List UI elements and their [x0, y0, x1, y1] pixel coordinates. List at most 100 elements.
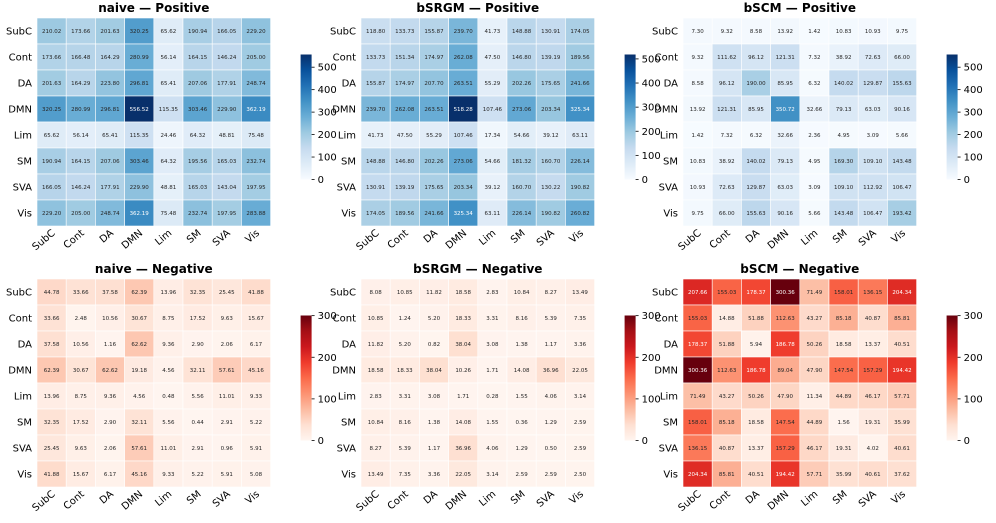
- cell-value-label: 107.46: [483, 107, 503, 113]
- heatmap-cell: [770, 330, 801, 358]
- heatmap-cell: [477, 382, 508, 410]
- cell-value-label: 0.36: [515, 420, 528, 426]
- x-tick-label: DA: [422, 228, 440, 246]
- cell-value-label: 4.56: [162, 368, 175, 374]
- cell-value-label: 41.73: [368, 133, 384, 139]
- cell-value-label: 40.87: [719, 446, 735, 452]
- y-tick-label: Lim: [660, 392, 678, 403]
- cell-value-label: 7.30: [691, 29, 704, 35]
- heatmap-cell: [241, 460, 271, 488]
- panel-6-heatmap: bSCM — Negative 207.66 155.03 178.37 300.36 7…: [652, 262, 983, 514]
- heatmap-cell: [360, 17, 391, 45]
- cell-value-label: 140.02: [834, 81, 853, 87]
- heatmap-cell: [389, 43, 420, 71]
- heatmap-cell: [477, 330, 508, 358]
- y-tick-label: DA: [342, 79, 357, 90]
- cell-value-label: 39.12: [543, 133, 559, 139]
- cell-value-label: 14.08: [514, 368, 530, 374]
- cell-value-label: 229.20: [246, 29, 266, 35]
- cell-value-label: 55.29: [485, 81, 501, 87]
- cell-value-label: 72.63: [719, 185, 735, 191]
- y-tick-label: Vis: [341, 470, 356, 481]
- colorbar-tick-label: 100: [964, 394, 983, 405]
- panel-4-title: naive — Negative: [95, 262, 213, 276]
- cell-value-label: 33.66: [44, 316, 60, 322]
- heatmap-cell: [153, 173, 184, 201]
- x-tick-label: SVA: [211, 489, 233, 510]
- cell-value-label: 30.67: [73, 368, 89, 374]
- heatmap-cell: [182, 460, 213, 488]
- y-tick-label: Lim: [338, 392, 356, 403]
- cell-value-label: 166.05: [217, 29, 237, 35]
- heatmap-cell: [124, 408, 155, 436]
- heatmap-cell: [211, 408, 242, 436]
- cell-value-label: 143.04: [217, 185, 237, 191]
- cell-value-label: 205.00: [246, 55, 266, 61]
- cell-value-label: 47.50: [397, 133, 413, 139]
- cell-value-label: 37.58: [44, 342, 60, 348]
- heatmap-cell: [857, 199, 888, 227]
- heatmap-cell: [95, 356, 125, 384]
- heatmap-cell: [828, 43, 859, 71]
- cell-value-label: 5.66: [896, 133, 909, 139]
- heatmap-cell: [448, 17, 479, 45]
- heatmap-cell: [182, 147, 213, 175]
- cell-value-label: 229.20: [42, 211, 62, 217]
- colorbar-tick-label: 100: [642, 394, 661, 405]
- cell-value-label: 7.35: [574, 316, 587, 322]
- cell-value-label: 66.00: [719, 211, 735, 217]
- heatmap-cell: [153, 69, 184, 97]
- cell-value-label: 6.32: [808, 81, 820, 87]
- cell-value-label: 72.63: [865, 55, 881, 61]
- heatmap-cell: [360, 121, 391, 149]
- heatmap-cell: [770, 69, 801, 97]
- heatmap-cell: [741, 69, 771, 97]
- y-tick-label: Lim: [14, 131, 32, 142]
- heatmap-cell: [741, 121, 771, 149]
- cell-value-label: 155.03: [717, 290, 737, 296]
- cell-value-label: 195.56: [188, 159, 208, 165]
- cell-value-label: 11.34: [807, 394, 823, 400]
- cell-value-label: 1.17: [545, 342, 558, 348]
- heatmap-cell: [799, 278, 830, 306]
- cell-value-label: 6.32: [750, 133, 762, 139]
- cell-value-label: 18.58: [836, 342, 852, 348]
- y-tick-label: DMN: [8, 105, 32, 116]
- cell-value-label: 175.65: [541, 81, 561, 87]
- heatmap-cell: [535, 382, 566, 410]
- heatmap-cell: [211, 304, 242, 332]
- heatmap-cell: [65, 460, 96, 488]
- cell-value-label: 158.01: [688, 420, 707, 426]
- cell-value-label: 115.35: [159, 107, 179, 113]
- cell-value-label: 6.17: [104, 472, 117, 478]
- heatmap-cell: [506, 382, 537, 410]
- heatmap-cell: [682, 408, 713, 436]
- heatmap-cell: [565, 356, 595, 384]
- cell-value-label: 47.50: [485, 55, 501, 61]
- cell-value-label: 273.06: [454, 159, 474, 165]
- cell-value-label: 239.70: [454, 29, 474, 35]
- heatmap-cell: [565, 121, 595, 149]
- heatmap-cell: [828, 356, 859, 384]
- cell-value-label: 201.63: [100, 29, 120, 35]
- heatmap-cell: [741, 330, 771, 358]
- heatmap-cell: [153, 408, 184, 436]
- cell-value-label: 239.70: [366, 107, 386, 113]
- heatmap-cell: [682, 69, 713, 97]
- y-tick-label: SM: [17, 157, 32, 168]
- heatmap-cell: [506, 17, 537, 45]
- y-tick-label: Lim: [338, 131, 356, 142]
- y-tick-label: SVA: [337, 183, 357, 194]
- colorbar-tick-label: 400: [964, 85, 983, 96]
- heatmap-cell: [828, 460, 859, 488]
- negative-colorbar: [300, 315, 312, 441]
- heatmap-cell: [535, 330, 566, 358]
- cell-value-label: 9.33: [250, 394, 263, 400]
- y-tick-label: Cont: [9, 314, 32, 325]
- heatmap-cell: [95, 304, 125, 332]
- heatmap-cell: [682, 382, 713, 410]
- x-tick-label: DA: [744, 228, 762, 246]
- cell-value-label: 173.66: [42, 55, 62, 61]
- cell-value-label: 203.34: [454, 185, 474, 191]
- heatmap-cell: [360, 460, 391, 488]
